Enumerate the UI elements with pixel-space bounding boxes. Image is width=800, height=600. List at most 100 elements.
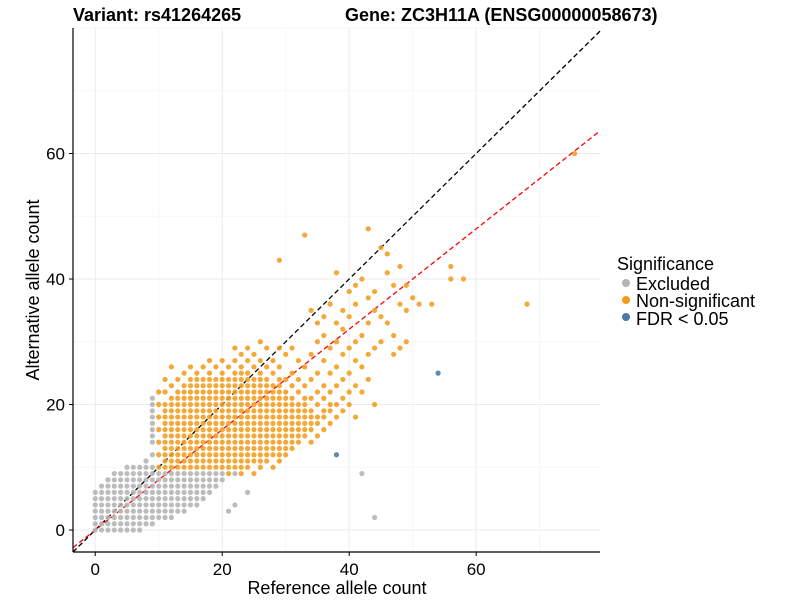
point-non-significant (232, 458, 238, 464)
point-excluded (124, 508, 130, 514)
point-non-significant (245, 427, 251, 433)
point-non-significant (194, 439, 200, 445)
point-excluded (98, 514, 105, 521)
point-non-significant (200, 401, 206, 408)
point-non-significant (276, 401, 282, 408)
point-excluded (175, 489, 181, 495)
point-excluded (156, 514, 162, 521)
point-non-significant (232, 414, 238, 420)
point-non-significant (283, 439, 289, 445)
point-excluded (98, 496, 105, 502)
point-non-significant (213, 376, 219, 383)
point-excluded (98, 502, 105, 508)
point-non-significant (276, 420, 282, 426)
point-non-significant (333, 364, 340, 370)
point-excluded (105, 514, 111, 521)
legend: Significance Excluded Non-significant FD… (617, 254, 755, 329)
point-non-significant (251, 389, 257, 395)
point-non-significant (219, 389, 225, 395)
point-excluded (162, 477, 168, 483)
point-excluded (175, 470, 181, 477)
point-non-significant (238, 401, 244, 408)
point-excluded (137, 470, 143, 477)
point-non-significant (276, 414, 282, 420)
point-non-significant (352, 301, 359, 307)
point-non-significant (321, 314, 327, 320)
point-excluded (181, 477, 187, 483)
point-non-significant (245, 433, 251, 439)
point-excluded (206, 483, 213, 489)
point-non-significant (391, 332, 397, 339)
point-non-significant (187, 445, 194, 452)
point-non-significant (257, 464, 263, 470)
point-non-significant (264, 414, 270, 420)
point-non-significant (346, 345, 352, 351)
point-non-significant (327, 408, 333, 414)
point-non-significant (251, 420, 257, 426)
point-non-significant (206, 370, 213, 376)
point-non-significant (302, 433, 308, 439)
point-excluded (124, 527, 130, 533)
point-excluded (124, 514, 130, 521)
point-excluded (92, 502, 98, 508)
point-non-significant (270, 357, 276, 364)
point-non-significant (194, 464, 200, 470)
point-non-significant (460, 276, 467, 282)
point-non-significant (365, 320, 371, 326)
point-non-significant (289, 408, 295, 414)
x-tick-label: 20 (213, 560, 232, 579)
point-non-significant (213, 364, 219, 370)
point-non-significant (365, 226, 371, 232)
point-non-significant (225, 401, 232, 408)
point-non-significant (232, 452, 238, 458)
point-non-significant (225, 439, 232, 445)
point-non-significant (308, 420, 314, 426)
point-non-significant (175, 433, 181, 439)
point-excluded (111, 483, 117, 489)
point-non-significant (270, 414, 276, 420)
point-non-significant (264, 452, 270, 458)
point-non-significant (391, 282, 397, 288)
point-non-significant (232, 370, 238, 376)
point-excluded (124, 502, 130, 508)
point-excluded (124, 464, 130, 470)
point-non-significant (270, 389, 276, 395)
point-excluded (143, 496, 149, 502)
point-non-significant (156, 464, 162, 470)
point-non-significant (308, 376, 314, 383)
point-non-significant (238, 383, 244, 389)
point-non-significant (295, 408, 302, 414)
point-non-significant (276, 364, 282, 370)
reference-lines (72, 30, 601, 553)
point-non-significant (289, 345, 295, 351)
point-excluded (124, 521, 130, 527)
point-excluded (118, 489, 124, 495)
point-non-significant (295, 389, 302, 395)
point-non-significant (245, 439, 251, 445)
point-non-significant (270, 452, 276, 458)
point-non-significant (276, 433, 282, 439)
point-non-significant (365, 351, 371, 357)
point-non-significant (270, 427, 276, 433)
point-excluded (111, 496, 117, 502)
point-excluded (111, 508, 117, 514)
point-non-significant (264, 408, 270, 414)
point-non-significant (194, 445, 200, 452)
point-non-significant (219, 464, 225, 470)
point-non-significant (200, 439, 206, 445)
point-non-significant (219, 439, 225, 445)
point-non-significant (378, 314, 384, 320)
point-excluded (206, 489, 213, 495)
point-non-significant (238, 427, 244, 433)
point-non-significant (168, 408, 175, 414)
point-excluded (143, 521, 149, 527)
point-non-significant (276, 376, 282, 383)
point-excluded (130, 470, 136, 477)
point-non-significant (225, 389, 232, 395)
point-excluded (168, 508, 175, 514)
point-non-significant (175, 439, 181, 445)
point-excluded (143, 489, 149, 495)
legend-swatch-non-significant (622, 296, 630, 304)
point-non-significant (219, 401, 225, 408)
point-non-significant (321, 332, 327, 339)
